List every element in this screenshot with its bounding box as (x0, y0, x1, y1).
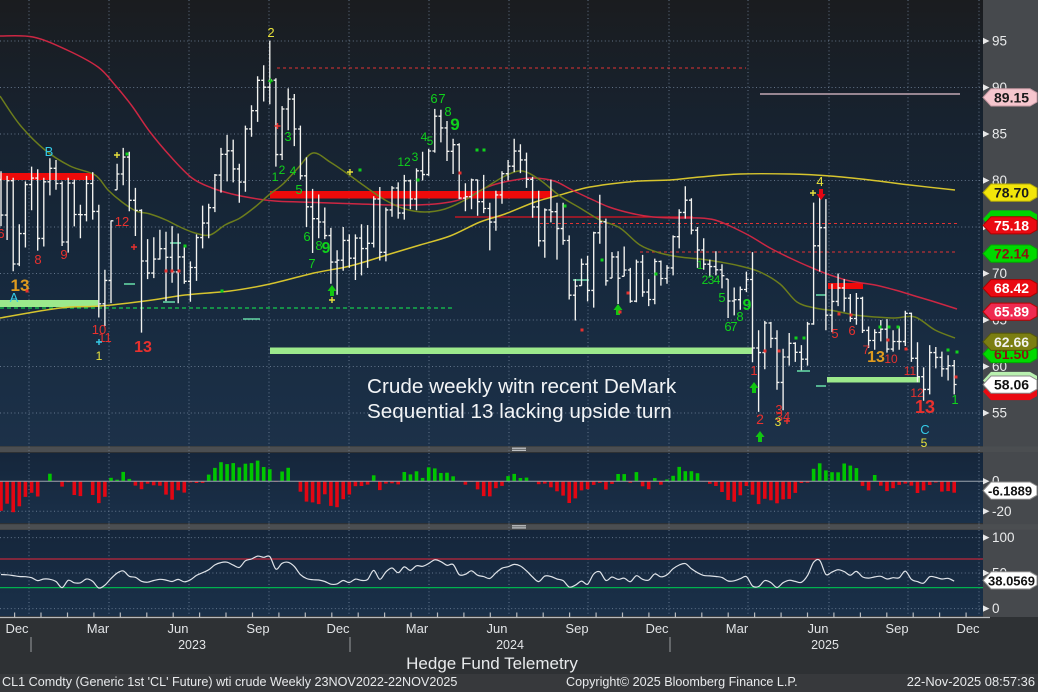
svg-text:6: 6 (848, 323, 855, 338)
svg-text:10: 10 (884, 352, 898, 366)
svg-text:7: 7 (308, 256, 315, 271)
svg-text:Dec: Dec (645, 621, 669, 636)
svg-text:58.06: 58.06 (994, 377, 1029, 393)
svg-text:1: 1 (750, 363, 757, 378)
svg-text:7: 7 (863, 343, 870, 357)
svg-text:1: 1 (96, 349, 103, 363)
svg-text:12: 12 (115, 214, 129, 229)
svg-text:Mar: Mar (726, 621, 749, 636)
svg-text:4: 4 (816, 174, 823, 189)
svg-text:Dec: Dec (5, 621, 29, 636)
svg-text:11: 11 (98, 330, 112, 345)
svg-text:2024: 2024 (496, 638, 524, 652)
svg-text:Dec: Dec (956, 621, 980, 636)
svg-text:3: 3 (775, 415, 782, 429)
svg-text:4: 4 (714, 273, 721, 287)
svg-text:Mar: Mar (406, 621, 429, 636)
svg-text:Sequential 13 lacking upside t: Sequential 13 lacking upside turn (367, 400, 672, 423)
svg-text:2: 2 (279, 163, 286, 177)
svg-text:8: 8 (444, 104, 451, 119)
svg-text:4: 4 (421, 130, 428, 144)
svg-text:4: 4 (290, 164, 297, 178)
svg-text:78.70: 78.70 (994, 185, 1029, 201)
svg-text:89.15: 89.15 (994, 89, 1029, 105)
svg-text:13: 13 (134, 339, 152, 356)
svg-text:6: 6 (0, 226, 5, 241)
svg-text:2025: 2025 (811, 638, 839, 652)
svg-text:CL1 Comdty (Generic 1st 'CL' F: CL1 Comdty (Generic 1st 'CL' Future) wti… (2, 675, 457, 689)
svg-text:Jun: Jun (808, 621, 829, 636)
svg-text:3: 3 (412, 150, 419, 164)
svg-text:A: A (10, 290, 19, 305)
svg-text:13: 13 (915, 397, 935, 417)
svg-text:1: 1 (272, 170, 279, 184)
svg-text:1: 1 (951, 392, 958, 407)
svg-text:2: 2 (756, 411, 764, 427)
svg-text:6: 6 (430, 91, 437, 106)
svg-text:9: 9 (60, 247, 67, 262)
svg-text:8: 8 (736, 309, 743, 324)
svg-text:Copyright© 2025 Bloomberg Fina: Copyright© 2025 Bloomberg Finance L.P. (566, 675, 798, 689)
svg-text:3: 3 (708, 273, 715, 287)
svg-text:Jun: Jun (168, 621, 189, 636)
svg-text:Jun: Jun (487, 621, 508, 636)
svg-text:3: 3 (775, 402, 782, 417)
svg-text:9: 9 (450, 115, 459, 134)
svg-text:62.66: 62.66 (994, 334, 1029, 350)
svg-text:C: C (920, 422, 929, 437)
svg-text:1: 1 (697, 258, 704, 272)
svg-text:9: 9 (322, 240, 331, 257)
svg-text:Sep: Sep (885, 621, 908, 636)
svg-text:38.0569: 38.0569 (988, 573, 1035, 588)
svg-text:2023: 2023 (178, 638, 206, 652)
svg-text:9: 9 (743, 297, 752, 314)
svg-text:Sep: Sep (565, 621, 588, 636)
svg-text:2: 2 (267, 25, 274, 40)
svg-text:8: 8 (34, 252, 41, 267)
svg-text:12: 12 (397, 155, 411, 169)
svg-text:72.14: 72.14 (994, 246, 1029, 262)
svg-text:8: 8 (315, 238, 322, 253)
svg-text:5: 5 (718, 290, 725, 305)
svg-text:7: 7 (730, 319, 737, 334)
svg-text:Mar: Mar (87, 621, 110, 636)
svg-text:6: 6 (303, 229, 310, 244)
svg-text:5: 5 (921, 436, 928, 450)
svg-text:Dec: Dec (326, 621, 350, 636)
svg-text:13: 13 (867, 349, 885, 366)
svg-text:5: 5 (295, 182, 302, 197)
svg-text:0: 0 (992, 601, 1000, 616)
svg-text:-6.1889: -6.1889 (988, 484, 1032, 499)
svg-text:Sep: Sep (246, 621, 269, 636)
svg-text:55: 55 (992, 406, 1007, 421)
svg-text:100: 100 (992, 530, 1015, 545)
svg-text:5: 5 (427, 134, 434, 148)
svg-text:12: 12 (910, 386, 924, 400)
svg-text:10: 10 (92, 322, 106, 337)
svg-text:5: 5 (831, 326, 838, 341)
svg-text:85: 85 (992, 127, 1007, 142)
svg-text:Crude weekly witn recent DeMar: Crude weekly witn recent DeMark (367, 375, 677, 398)
svg-text:Hedge Fund Telemetry: Hedge Fund Telemetry (406, 654, 578, 673)
svg-text:11: 11 (904, 364, 917, 378)
svg-text:3: 3 (284, 129, 291, 144)
svg-text:2: 2 (702, 273, 709, 287)
svg-text:6: 6 (724, 319, 731, 334)
svg-text:65.89: 65.89 (994, 304, 1029, 320)
svg-text:7: 7 (438, 91, 445, 106)
svg-text:B: B (45, 144, 54, 159)
svg-text:95: 95 (992, 34, 1007, 49)
svg-text:-20: -20 (992, 504, 1012, 519)
svg-text:68.42: 68.42 (994, 280, 1029, 296)
svg-text:22-Nov-2025 08:57:36: 22-Nov-2025 08:57:36 (907, 674, 1035, 689)
svg-text:13: 13 (11, 276, 30, 295)
svg-text:70: 70 (992, 266, 1007, 281)
svg-text:0: 0 (992, 474, 1000, 489)
svg-text:75.18: 75.18 (994, 217, 1029, 233)
